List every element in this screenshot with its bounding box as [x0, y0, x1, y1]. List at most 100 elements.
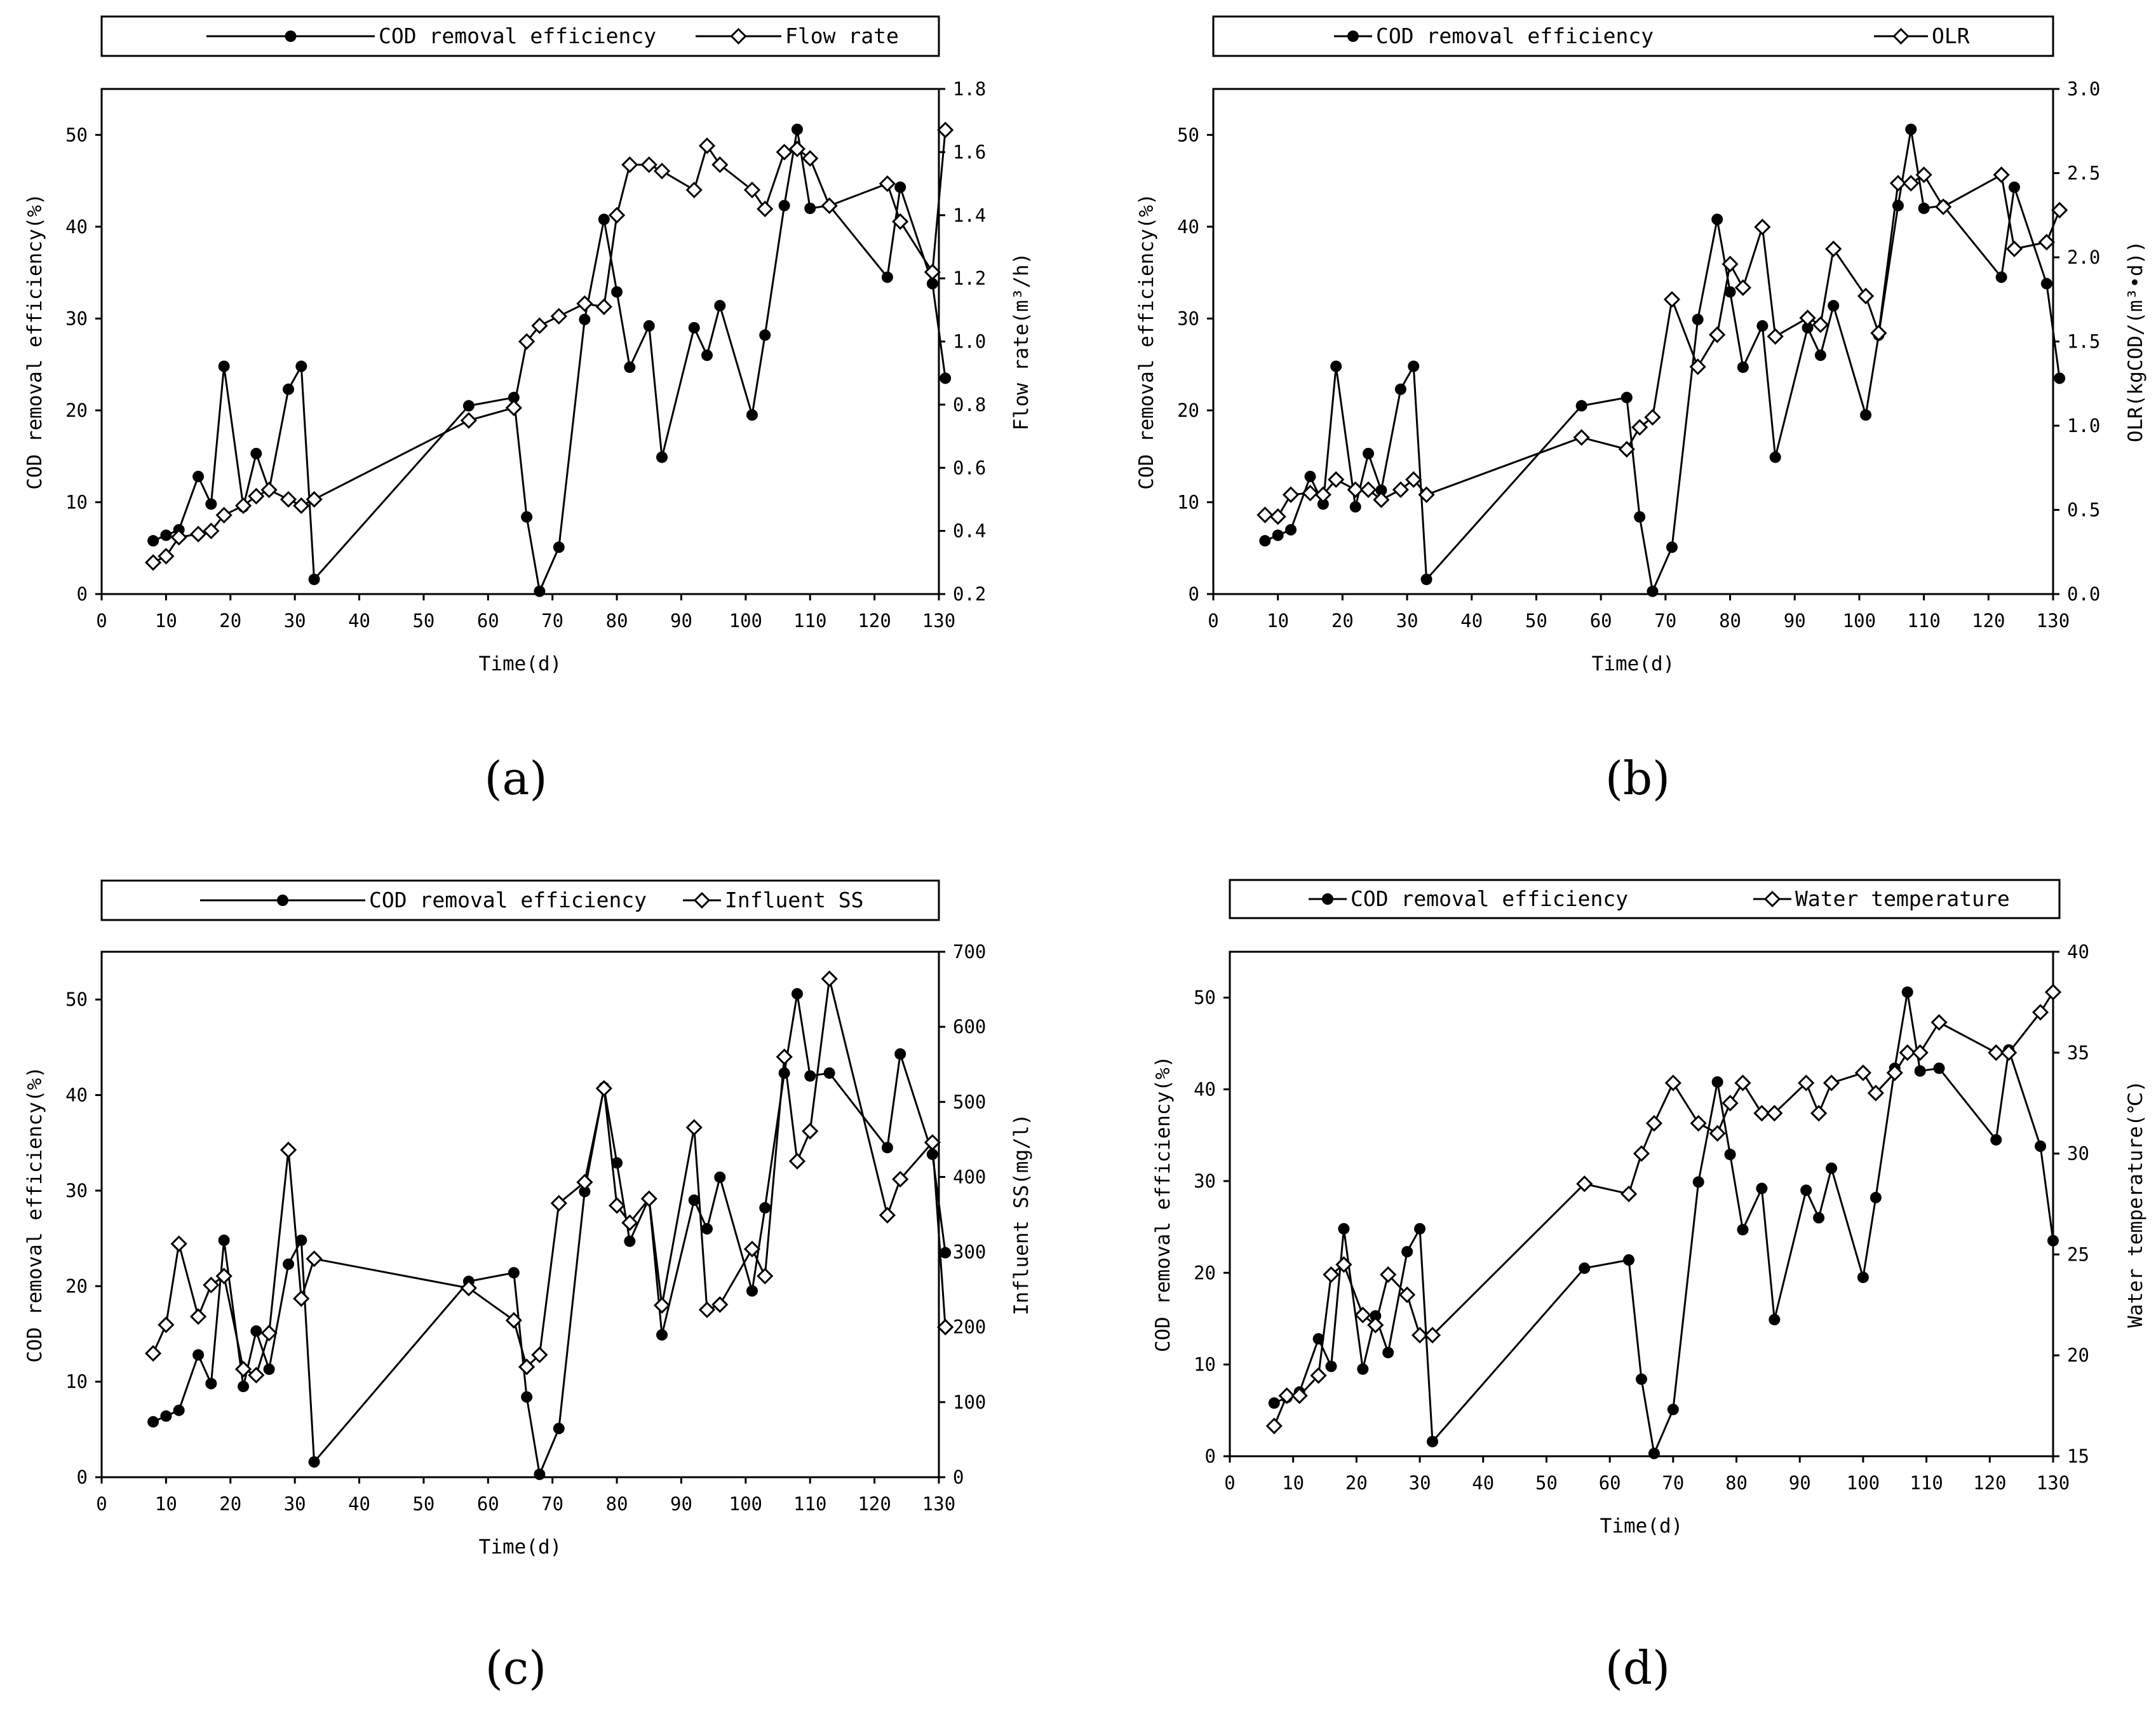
data-point-cod	[1634, 511, 1646, 523]
panel-label: (d)	[1605, 1641, 1670, 1695]
data-point-secondary	[937, 121, 954, 139]
data-point-secondary	[1690, 1114, 1707, 1132]
data-point-secondary	[260, 1325, 278, 1342]
data-point-secondary	[1576, 1175, 1593, 1193]
data-point-cod	[1427, 1435, 1439, 1447]
x-tick-label: 110	[793, 1493, 826, 1515]
y-axis-label: COD removal efficiency(%)	[1135, 193, 1158, 490]
data-point-secondary	[576, 1174, 593, 1191]
data-point-secondary	[743, 181, 761, 199]
data-point-secondary	[1854, 1064, 1872, 1081]
data-point-secondary	[1993, 166, 2010, 184]
data-point-cod	[1414, 1222, 1426, 1235]
data-point-cod	[1420, 573, 1432, 585]
data-point-cod	[656, 451, 668, 463]
data-point-cod	[701, 349, 713, 362]
x-tick-label: 0	[1224, 1472, 1235, 1494]
data-point-cod	[160, 529, 172, 541]
data-point-cod	[553, 541, 565, 553]
data-point-secondary	[1631, 419, 1648, 436]
y-tick-label: 50	[1194, 987, 1216, 1008]
legend-box	[1229, 879, 2061, 919]
data-point-cod	[656, 1329, 668, 1341]
x-tick-label: 130	[2037, 610, 2070, 632]
data-point-secondary	[1392, 481, 1410, 498]
x-tick-label: 0	[1208, 610, 1218, 632]
data-point-cod	[791, 123, 803, 135]
data-point-secondary	[879, 1207, 896, 1224]
data-point-cod	[1737, 1224, 1749, 1236]
x-tick-label: 50	[1525, 610, 1547, 632]
data-point-cod	[534, 585, 546, 597]
series-line-secondary	[152, 978, 947, 1377]
y-tick-label: 10	[1194, 1354, 1216, 1376]
data-point-secondary	[2051, 201, 2068, 219]
data-point-cod	[250, 447, 262, 459]
data-point-secondary	[1618, 440, 1635, 458]
data-point-cod	[1724, 286, 1736, 298]
y2-tick-label: 30	[2067, 1143, 2089, 1165]
y2-tick-label: 400	[953, 1166, 986, 1187]
data-point-secondary	[158, 548, 175, 565]
data-point-secondary	[1721, 255, 1739, 273]
data-point-cod	[611, 1157, 623, 1169]
y2-axis-label: Influent SS(mg/l)	[1010, 1114, 1033, 1315]
data-point-cod	[688, 1194, 700, 1206]
data-point-secondary	[776, 1048, 793, 1065]
data-point-secondary	[1663, 291, 1681, 308]
data-point-cod	[746, 409, 758, 421]
data-point-cod	[553, 1423, 565, 1435]
data-point-secondary	[576, 295, 593, 312]
data-point-secondary	[1310, 1367, 1327, 1384]
y-tick-label: 10	[1177, 491, 1199, 513]
data-point-cod	[791, 988, 803, 1000]
data-point-cod	[1901, 986, 1913, 998]
x-tick-label: 0	[96, 1493, 107, 1515]
data-point-cod	[263, 1363, 275, 1376]
data-point-secondary	[215, 506, 232, 524]
data-point-secondary	[170, 529, 187, 546]
data-point-cod	[894, 181, 906, 193]
data-point-secondary	[1867, 1085, 1884, 1102]
y-tick-label: 20	[65, 1275, 88, 1297]
data-point-cod	[1408, 360, 1420, 372]
data-point-cod	[2054, 372, 2066, 384]
data-point-secondary	[1935, 198, 1952, 215]
data-point-secondary	[608, 206, 626, 224]
data-point-secondary	[595, 298, 612, 315]
y-tick-label: 0	[77, 1466, 88, 1488]
plot-frame	[1212, 88, 2054, 595]
data-point-cod	[521, 1391, 533, 1403]
panel-label: (a)	[484, 752, 547, 805]
data-point-secondary	[2038, 234, 2055, 251]
data-point-secondary	[158, 1316, 175, 1334]
data-point-secondary	[924, 1133, 941, 1151]
y2-tick-label: 0.0	[2067, 583, 2100, 605]
y-tick-label: 50	[1177, 124, 1199, 145]
data-point-cod	[598, 213, 610, 226]
x-tick-label: 50	[1535, 1472, 1558, 1494]
data-point-cod	[579, 1186, 591, 1198]
data-point-cod	[1800, 1184, 1812, 1196]
data-point-secondary	[1411, 1327, 1429, 1344]
y2-axis-label: Flow rate(m³/h)	[1010, 253, 1033, 431]
data-point-cod	[1357, 1363, 1369, 1375]
x-tick-label: 110	[1910, 1472, 1943, 1494]
data-point-cod	[1737, 361, 1749, 373]
y2-tick-label: 35	[2067, 1042, 2089, 1064]
data-point-cod	[1756, 1182, 1768, 1194]
data-point-secondary	[1399, 1286, 1416, 1304]
data-point-secondary	[1930, 1014, 1948, 1031]
data-point-cod	[2040, 278, 2052, 290]
legend-label: Flow rate	[785, 24, 899, 48]
data-point-secondary	[621, 1214, 638, 1231]
data-point-cod	[283, 1258, 295, 1270]
data-point-cod	[1623, 1254, 1635, 1266]
data-point-secondary	[937, 1318, 954, 1336]
data-point-cod	[611, 286, 623, 298]
data-point-cod	[894, 1048, 906, 1060]
x-tick-label: 30	[1409, 1472, 1431, 1494]
legend-marker-circle	[285, 30, 297, 42]
data-point-secondary	[595, 1079, 612, 1097]
data-point-secondary	[460, 412, 478, 429]
